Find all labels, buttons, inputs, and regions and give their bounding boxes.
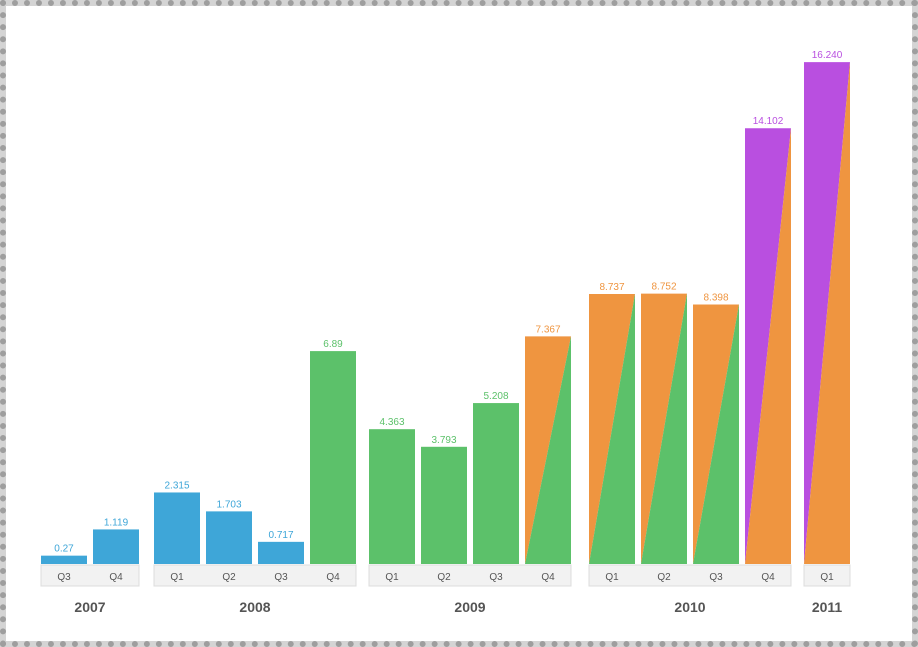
year-group-2007: 0.27 Q3 1.119 Q4 2007	[40, 517, 140, 615]
value-label: 1.119	[104, 517, 129, 528]
bar-2008-q3: 0.717 Q3	[258, 530, 304, 583]
value-label: 8.737	[599, 282, 624, 293]
year-label: 2009	[454, 599, 485, 615]
bar-mark	[310, 351, 356, 564]
bar-mark	[369, 429, 415, 564]
quarter-axis-strip	[153, 564, 357, 587]
value-label: 8.398	[703, 293, 728, 304]
quarter-tick-label: Q2	[222, 572, 236, 583]
bar-mark-upper	[745, 128, 791, 564]
bar-2008-q2: 1.703 Q2	[206, 499, 252, 583]
value-label: 6.89	[323, 339, 343, 350]
quarter-tick-label: Q4	[109, 572, 123, 583]
value-label: 8.752	[651, 282, 676, 293]
bar-mark-lower	[804, 62, 850, 565]
quarter-tick-label: Q3	[709, 572, 723, 583]
bar-mark-lower	[641, 293, 687, 564]
bar-mark-lower	[745, 128, 791, 564]
bar-mark-lower	[525, 336, 571, 564]
bar-2011-q1: 16.240 Q1	[804, 50, 850, 583]
value-label: 1.703	[216, 499, 241, 510]
quarter-tick-label: Q4	[541, 572, 555, 583]
bar-mark-upper	[525, 336, 571, 564]
year-label: 2010	[674, 599, 705, 615]
quarter-tick-label: Q3	[57, 572, 71, 583]
bar-mark	[206, 511, 252, 564]
value-label: 0.27	[54, 544, 74, 555]
bar-mark-upper	[693, 304, 739, 564]
bar-2010-q3: 8.398 Q3	[693, 293, 739, 583]
quarter-tick-label: Q1	[385, 572, 399, 583]
value-label: 7.367	[535, 324, 560, 335]
quarter-tick-label: Q1	[605, 572, 619, 583]
bar-2010-q2: 8.752 Q2	[641, 282, 687, 583]
bar-2007-q4: 1.119 Q4	[93, 517, 139, 583]
quarter-tick-label: Q4	[761, 572, 775, 583]
bar-2009-q2: 3.793 Q2	[421, 435, 467, 583]
value-label: 14.102	[753, 116, 784, 127]
year-group-2011: 16.240 Q1 2011	[803, 50, 851, 615]
bar-2010-q1: 8.737 Q1	[589, 282, 635, 583]
value-label: 0.717	[268, 530, 293, 541]
year-group-2008: 2.315 Q1 1.703 Q2 0.717 Q3 6.89 Q4 2008	[153, 339, 357, 615]
bar-2008-q1: 2.315 Q1	[154, 480, 200, 583]
quarter-tick-label: Q1	[170, 572, 184, 583]
year-group-2009: 4.363 Q1 3.793 Q2 5.208 Q3 7.367 Q4 2009	[368, 324, 572, 615]
bar-mark	[258, 541, 304, 564]
bar-2008-q4: 6.89 Q4	[310, 339, 356, 583]
bar-mark	[41, 555, 87, 564]
quarterly-bar-chart: 0.27 Q3 1.119 Q4 2007 2.315 Q1 1.703 Q2 0.717 Q3 6.…	[40, 50, 851, 615]
bar-mark-lower	[589, 294, 635, 564]
quarter-axis-strip	[803, 564, 851, 587]
bar-mark-upper	[641, 293, 687, 564]
quarter-tick-label: Q3	[489, 572, 503, 583]
bar-2009-q3: 5.208 Q3	[473, 391, 519, 583]
value-label: 5.208	[483, 391, 508, 402]
quarter-tick-label: Q2	[657, 572, 671, 583]
quarter-tick-label: Q1	[820, 572, 834, 583]
bar-2009-q1: 4.363 Q1	[369, 417, 415, 583]
quarter-tick-label: Q3	[274, 572, 288, 583]
value-label: 2.315	[164, 480, 189, 491]
year-label: 2007	[74, 599, 105, 615]
bar-2010-q4: 14.102 Q4	[745, 116, 791, 583]
bar-2009-q4: 7.367 Q4	[525, 324, 571, 583]
bar-mark-lower	[693, 304, 739, 564]
quarter-tick-label: Q2	[437, 572, 451, 583]
year-label: 2008	[239, 599, 270, 615]
bar-mark	[473, 403, 519, 564]
value-label: 16.240	[812, 50, 843, 61]
quarter-axis-strip	[368, 564, 572, 587]
bar-mark	[154, 492, 200, 564]
value-label: 4.363	[379, 417, 404, 428]
bar-2007-q3: 0.27 Q3	[41, 544, 87, 583]
quarter-axis-strip	[588, 564, 792, 587]
value-label: 3.793	[431, 435, 456, 446]
quarter-tick-label: Q4	[326, 572, 340, 583]
year-label: 2011	[812, 599, 843, 615]
bar-mark	[93, 529, 139, 564]
quarter-axis-strip	[40, 564, 140, 587]
year-group-2010: 8.737 Q1 8.752 Q2 8.398 Q3 14.102 Q4 2010	[588, 116, 792, 615]
bar-mark	[421, 446, 467, 564]
